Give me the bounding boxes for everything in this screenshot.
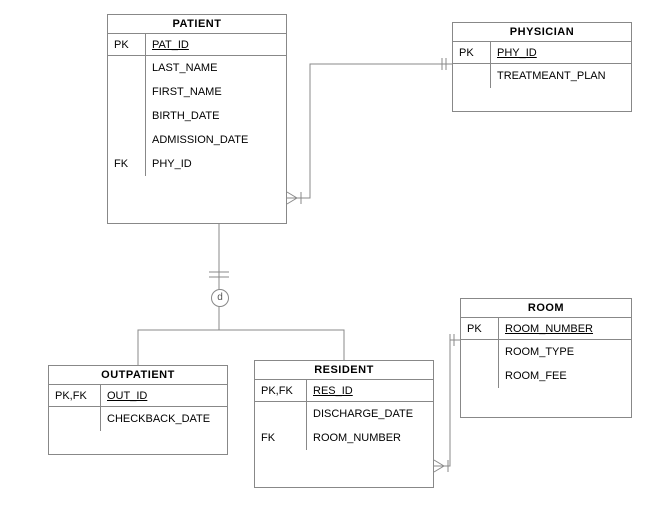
entity-physician: PHYSICIAN PK PHY_ID TREATMEANT_PLAN <box>452 22 632 112</box>
key-label: PK <box>108 39 135 51</box>
key-label: PK,FK <box>255 385 299 397</box>
entity-patient: PATIENT PK FK PAT_ID LAST_NAME FIRST_NAME BIRT… <box>107 14 287 224</box>
entity-title: RESIDENT <box>255 361 433 380</box>
entity-outpatient: OUTPATIENT PK,FK OUT_ID CHECKBACK_DATE <box>48 365 228 455</box>
attribute-name: LAST_NAME <box>146 62 223 74</box>
attribute-name: DISCHARGE_DATE <box>307 408 419 420</box>
attribute-name: ROOM_NUMBER <box>307 432 407 444</box>
attribute-name: ADMISSION_DATE <box>146 134 254 146</box>
attribute-name: ROOM_NUMBER <box>499 323 599 335</box>
attribute-name: ROOM_TYPE <box>499 346 580 358</box>
key-label: FK <box>108 158 134 170</box>
attribute-name: OUT_ID <box>101 390 153 402</box>
key-label: PK <box>461 323 488 335</box>
attribute-name: CHECKBACK_DATE <box>101 413 216 425</box>
attribute-name: PHY_ID <box>491 47 543 59</box>
attribute-name: PAT_ID <box>146 39 195 51</box>
disjoint-symbol: d <box>211 289 229 307</box>
entity-title: PATIENT <box>108 15 286 34</box>
key-label: PK <box>453 47 480 59</box>
attribute-name: FIRST_NAME <box>146 86 228 98</box>
er-diagram-canvas: PATIENT PK FK PAT_ID LAST_NAME FIRST_NAME BIRT… <box>0 0 651 511</box>
attribute-name: RES_ID <box>307 385 359 397</box>
entity-title: OUTPATIENT <box>49 366 227 385</box>
attribute-name: BIRTH_DATE <box>146 110 225 122</box>
entity-title: ROOM <box>461 299 631 318</box>
attribute-name: TREATMEANT_PLAN <box>491 70 612 82</box>
key-label: PK,FK <box>49 390 93 402</box>
attribute-name: PHY_ID <box>146 158 198 170</box>
key-label: FK <box>255 432 281 444</box>
entity-title: PHYSICIAN <box>453 23 631 42</box>
entity-resident: RESIDENT PK,FK FK RES_ID DISCHARGE_DATE ROOM_… <box>254 360 434 488</box>
attribute-name: ROOM_FEE <box>499 370 573 382</box>
entity-room: ROOM PK ROOM_NUMBER ROOM_TYPE ROOM_FEE <box>460 298 632 418</box>
